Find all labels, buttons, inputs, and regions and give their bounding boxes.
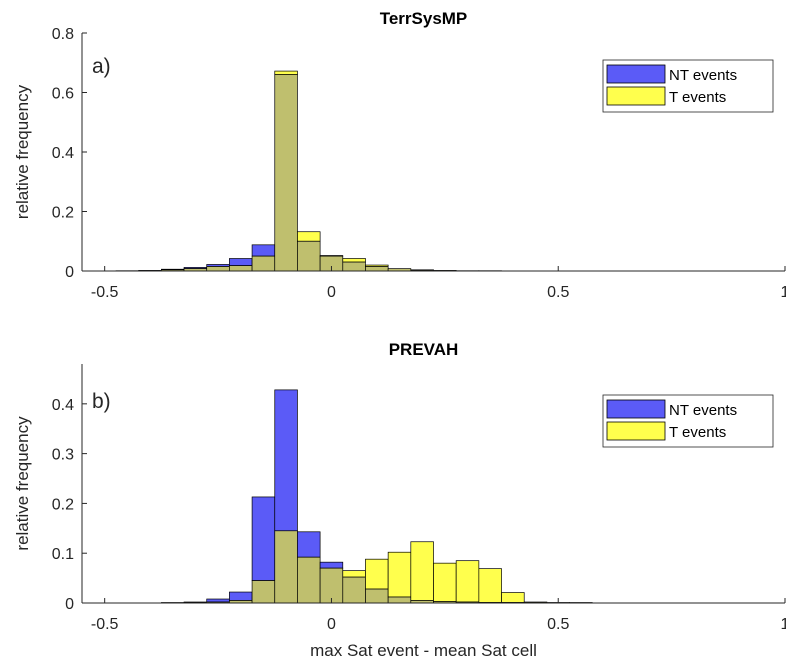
x-tick-label: 0.5 [547,284,569,301]
bar-overlap-6 [251,580,276,604]
legend-label: NT events [669,402,737,419]
bar-overlap-4 [206,266,230,272]
legend-label: T events [669,89,726,106]
x-tick-label: -0.5 [91,616,119,633]
bar-overlap-7 [274,74,298,272]
y-tick-label: 0.2 [52,496,74,513]
bar-t-8 [297,231,321,242]
bar-t-10 [342,258,366,263]
bar-overlap-10 [342,576,366,604]
chart-title: PREVAH [389,340,459,359]
y-tick-label: 0 [65,596,74,613]
y-tick-label: 0.1 [52,546,74,563]
bar-t-7 [274,70,298,76]
legend-swatch-t [606,86,666,106]
y-axis-label: relative frequency [13,84,32,219]
chart-title: TerrSysMP [380,9,468,28]
bar-overlap-9 [319,567,344,604]
bar-nt-5 [229,258,253,266]
bar-overlap-8 [297,240,321,272]
bar-overlap-11 [365,266,389,272]
panel-terrsysmp: -0.5 0 0.5 1 0 0.2 0.4 0.6 0.8 TerrSysMP a) relativ… [13,9,786,301]
y-tick-label: 0.6 [52,86,74,103]
bar-t-10 [342,570,366,578]
x-tick-label: 0 [327,616,336,633]
x-tick-label: 0 [327,284,336,301]
bar-nt-7 [274,389,298,532]
y-tick-label: 0.3 [52,447,74,464]
bar-nt-6 [251,496,276,581]
legend-swatch-nt [606,64,666,84]
panel-label: a) [92,55,111,78]
bar-nt-6 [251,244,276,257]
x-tick-label: 1 [781,284,786,301]
bar-overlap-5 [229,265,253,272]
panel-label: b) [92,390,111,413]
y-tick-label: 0.4 [52,397,74,414]
bar-nt-4 [206,598,230,603]
bar-overlap-8 [297,556,321,604]
bar-nt-5 [229,591,253,601]
legend: NT events T events [602,59,774,113]
legend: NT events T events [602,394,774,448]
bar-t-11 [365,558,389,590]
x-tick-label: 0.5 [547,616,569,633]
bar-t-14 [433,562,457,602]
y-tick-label: 0 [65,264,74,281]
y-axis-label: relative frequency [13,416,32,551]
panel-prevah: -0.5 0 0.5 1 0 0.1 0.2 0.3 0.4 PREVAH b) relative f… [13,340,786,660]
legend-swatch-t [606,421,666,441]
legend-swatch-nt [606,399,666,419]
bar-overlap-7 [274,530,298,604]
bar-t-15 [455,560,480,603]
bar-t-12 [387,551,412,598]
y-tick-label: 0.8 [52,26,74,43]
legend-label: T events [669,424,726,441]
bars [115,70,548,272]
bar-t-13 [410,541,434,601]
x-axis-label: max Sat event - mean Sat cell [310,641,537,660]
x-tick-label: -0.5 [91,284,119,301]
bar-nt-9 [319,561,344,569]
bar-t-17 [501,592,525,603]
bar-overlap-12 [387,596,412,604]
bar-overlap-6 [251,255,276,272]
bar-t-16 [478,568,502,603]
y-tick-label: 0.2 [52,205,74,222]
bar-nt-8 [297,531,321,558]
y-tick-label: 0.4 [52,145,74,162]
legend-label: NT events [669,67,737,84]
x-tick-label: 1 [781,616,786,633]
bar-overlap-11 [365,588,389,604]
bar-overlap-10 [342,261,366,272]
